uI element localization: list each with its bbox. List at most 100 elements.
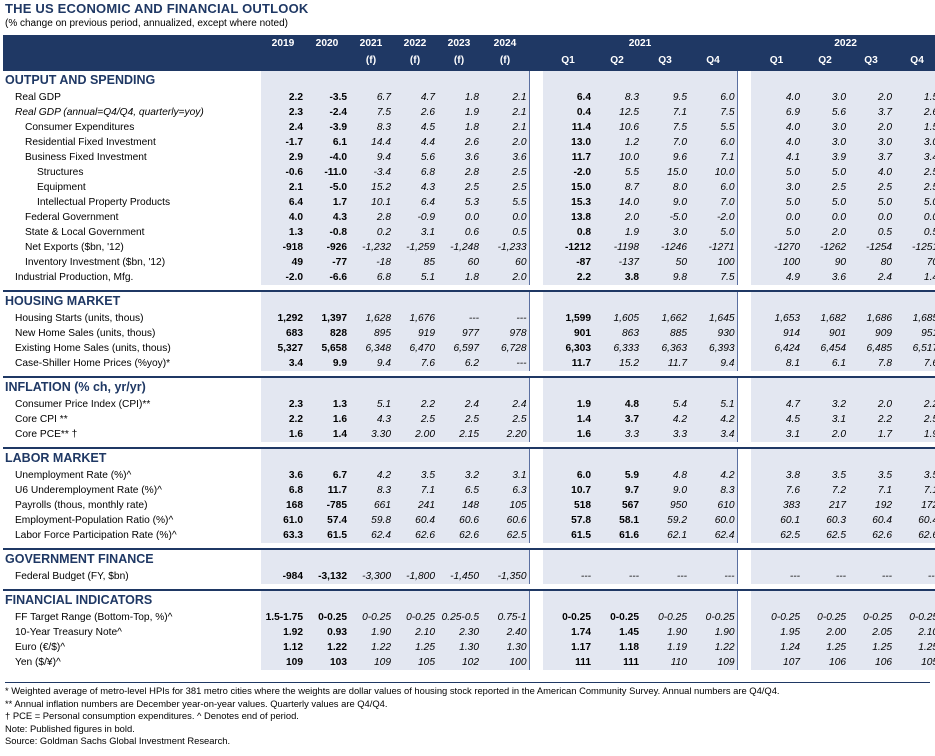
quarter-2021-value: 110 — [641, 655, 689, 670]
quarter-2022-value: 0-0.25 — [848, 610, 895, 625]
quarter-2021-value: 6.4 — [543, 90, 593, 105]
quarter-2022-value: 105 — [894, 655, 935, 670]
quarter-2022-value: 2.5 — [894, 165, 935, 180]
spacer-cell — [3, 670, 935, 675]
section-cell — [751, 447, 803, 468]
annual-value: 1.8 — [437, 90, 481, 105]
annual-value: 661 — [349, 498, 393, 513]
quarter-2022-value: 1.95 — [751, 625, 803, 640]
footnote: ** Annual inflation numbers are December… — [5, 697, 388, 709]
section-gap — [529, 69, 543, 90]
quarter-2022-value: 2.0 — [802, 427, 849, 442]
table-row: Housing Starts (units, thous) 1,292 1,397 1… — [3, 311, 935, 326]
quarter-2021-value: 4.2 — [689, 412, 738, 427]
annual-value: -785 — [305, 498, 349, 513]
section-gap — [737, 290, 752, 311]
column-gap — [737, 625, 752, 640]
header-year-2022: 2022 — [751, 35, 935, 52]
annual-value: 6.7 — [305, 468, 349, 483]
annual-value: 0.0 — [481, 210, 530, 225]
header-quarter: Q4 — [689, 52, 738, 70]
table-row: Structures -0.6 -11.0 -3.4 6.8 2.8 2.5 -2.0 5.5 1… — [3, 165, 935, 180]
quarter-2021-value: 10.7 — [543, 483, 593, 498]
footnote: † PCE = Personal consumption expenditure… — [5, 710, 299, 721]
row-label: Equipment — [37, 182, 86, 193]
annual-value: 4.0 — [261, 210, 305, 225]
section-cell — [261, 69, 305, 90]
quarter-2022-value: 3.7 — [848, 105, 895, 120]
column-gap — [737, 341, 752, 356]
column-gap — [529, 90, 543, 105]
annual-value: 6,470 — [393, 341, 437, 356]
quarter-2021-value: 15.2 — [593, 356, 641, 371]
column-gap — [529, 427, 543, 442]
annual-value: -4.0 — [305, 150, 349, 165]
quarter-2022-value: 2.5 — [894, 412, 935, 427]
annual-value: 9.4 — [349, 150, 393, 165]
quarter-2022-value: 6,454 — [802, 341, 849, 356]
quarter-2021-value: 7.5 — [689, 270, 738, 285]
annual-value: 2.3 — [261, 105, 305, 120]
quarter-2021-value: 2.0 — [593, 210, 641, 225]
section-cell — [641, 290, 689, 311]
header-quarter: Q1 — [751, 52, 803, 70]
section-cell — [641, 589, 689, 610]
table-row: Core CPI ** 2.2 1.6 4.3 2.5 2.5 2.5 1.4 3.7 4.2 4.… — [3, 412, 935, 427]
section-header-row: OUTPUT AND SPENDING — [3, 69, 935, 90]
quarter-2021-value: 5.1 — [689, 397, 738, 412]
table-row: Employment-Population Ratio (%)^ 61.0 57.4… — [3, 513, 935, 528]
annual-value: 3.1 — [393, 225, 437, 240]
column-gap — [529, 255, 543, 270]
annual-value: 3.30 — [349, 427, 393, 442]
section-cell — [751, 376, 803, 397]
quarter-2021-value: 8.3 — [689, 483, 738, 498]
annual-value: 15.2 — [349, 180, 393, 195]
annual-value: -1,232 — [349, 240, 393, 255]
footnote: * Weighted average of metro-level HPIs f… — [5, 685, 780, 696]
section-cell — [848, 290, 895, 311]
quarter-2022-value: 3.0 — [894, 135, 935, 150]
table-row: Residential Fixed Investment -1.7 6.1 14.4 4… — [3, 135, 935, 150]
quarter-2021-value: -1271 — [689, 240, 738, 255]
quarter-2021-value: 950 — [641, 498, 689, 513]
section-cell — [593, 290, 641, 311]
quarter-2021-value: -1212 — [543, 240, 593, 255]
quarter-2022-value: 6.9 — [751, 105, 803, 120]
annual-value: 4.5 — [393, 120, 437, 135]
quarter-2021-value: --- — [689, 569, 738, 584]
quarter-2022-value: 217 — [802, 498, 849, 513]
quarter-2022-value: 7.6 — [894, 356, 935, 371]
quarter-2022-value: 3.0 — [802, 135, 849, 150]
annual-value: 3.2 — [437, 468, 481, 483]
annual-value: 60.4 — [393, 513, 437, 528]
quarter-2022-value: 0.5 — [848, 225, 895, 240]
quarter-2021-value: 610 — [689, 498, 738, 513]
section-cell — [543, 589, 593, 610]
quarter-2021-value: 4.8 — [641, 468, 689, 483]
quarter-2021-value: 1.19 — [641, 640, 689, 655]
section-cell — [437, 548, 481, 569]
section-cell — [641, 376, 689, 397]
annual-value: 109 — [261, 655, 305, 670]
quarter-2021-value: 1,605 — [593, 311, 641, 326]
quarter-2022-value: 1.9 — [894, 427, 935, 442]
quarter-2021-value: 111 — [593, 655, 641, 670]
quarter-2021-value: 863 — [593, 326, 641, 341]
column-gap — [737, 498, 752, 513]
section-cell — [543, 447, 593, 468]
quarter-2021-value: 0.8 — [543, 225, 593, 240]
annual-value: 6.7 — [349, 90, 393, 105]
section-cell — [802, 589, 849, 610]
section-cell — [261, 589, 305, 610]
annual-value: 2.3 — [261, 397, 305, 412]
quarter-2022-value: 5.0 — [802, 165, 849, 180]
quarter-2021-value: --- — [593, 569, 641, 584]
annual-value: 168 — [261, 498, 305, 513]
quarter-2022-value: 4.5 — [751, 412, 803, 427]
annual-value: -1,233 — [481, 240, 530, 255]
annual-value: -1.7 — [261, 135, 305, 150]
section-cell — [802, 69, 849, 90]
annual-value: 3.6 — [481, 150, 530, 165]
quarter-2021-value: 518 — [543, 498, 593, 513]
annual-value: 3.5 — [393, 468, 437, 483]
